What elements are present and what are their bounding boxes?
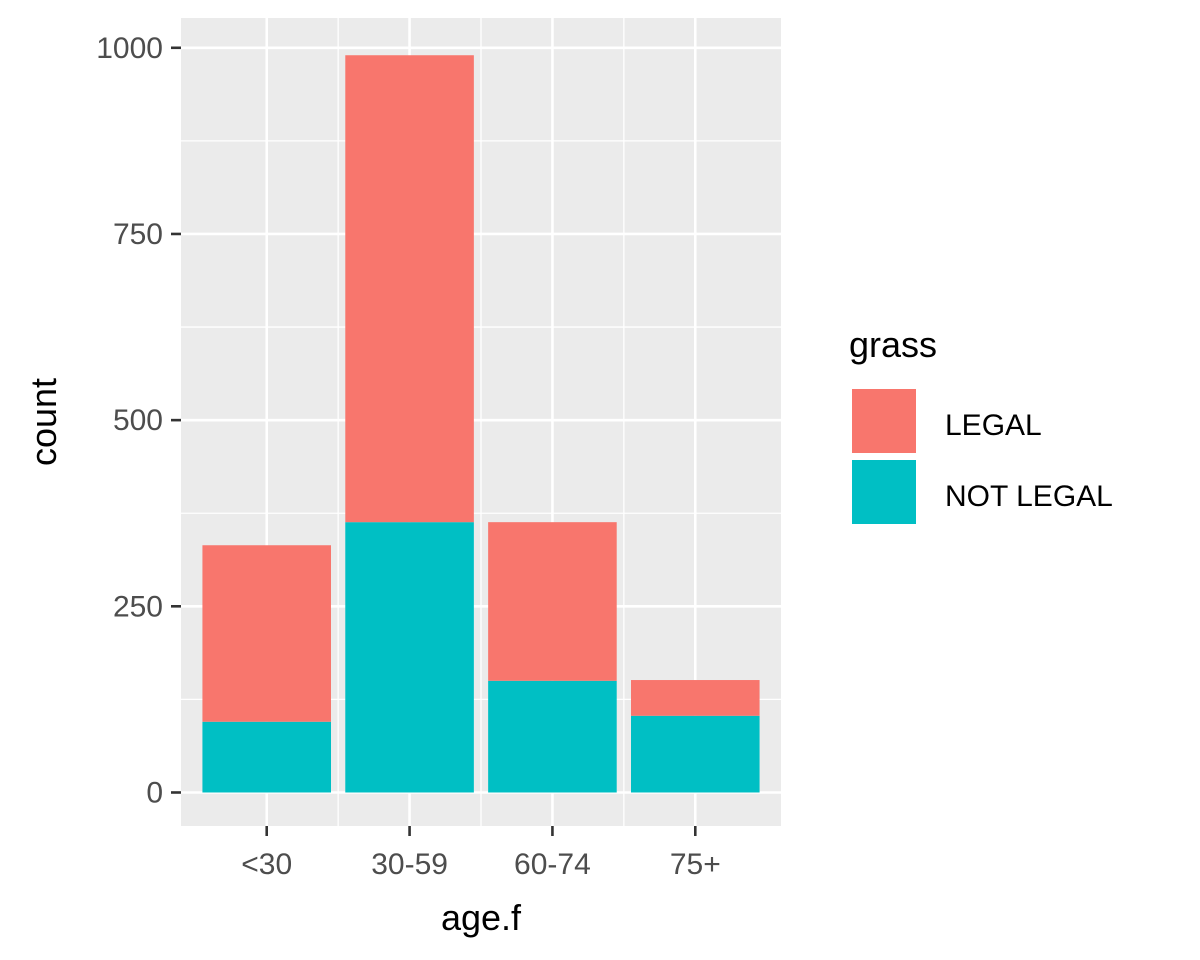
x-tick-label: 30-59 [371,848,448,881]
y-tick-label: 250 [113,590,163,623]
bar-not-legal-2 [488,680,617,793]
x-axis-title: age.f [441,897,522,938]
bar-legal-3 [631,680,760,716]
x-axis: <30 30-59 60-74 75+ [241,826,721,881]
legend: grass LEGAL NOT LEGAL [849,324,1113,526]
y-axis: 0 250 500 750 1000 [96,32,181,809]
y-axis-title: count [23,378,64,466]
bars [202,55,760,793]
bar-legal-1 [345,55,474,523]
legend-item-not-legal: NOT LEGAL [850,458,1113,526]
x-tick-label: 60-74 [514,848,591,881]
y-tick-label: 0 [146,776,163,809]
y-tick-label: 1000 [96,32,163,65]
y-tick-label: 500 [113,404,163,437]
legend-item-legal: LEGAL [850,387,1042,455]
x-tick-label: <30 [241,848,292,881]
legend-label-legal: LEGAL [945,409,1042,442]
legend-key-not-legal [850,458,918,526]
bar-not-legal-1 [345,522,474,793]
bar-not-legal-3 [631,715,760,793]
legend-label-not-legal: NOT LEGAL [945,480,1113,513]
bar-legal-0 [202,545,331,722]
x-tick-label: 75+ [670,848,721,881]
legend-key-legal [850,387,918,455]
bar-not-legal-0 [202,721,331,793]
y-tick-label: 750 [113,218,163,251]
legend-title: grass [849,324,937,365]
bar-legal-2 [488,522,617,681]
